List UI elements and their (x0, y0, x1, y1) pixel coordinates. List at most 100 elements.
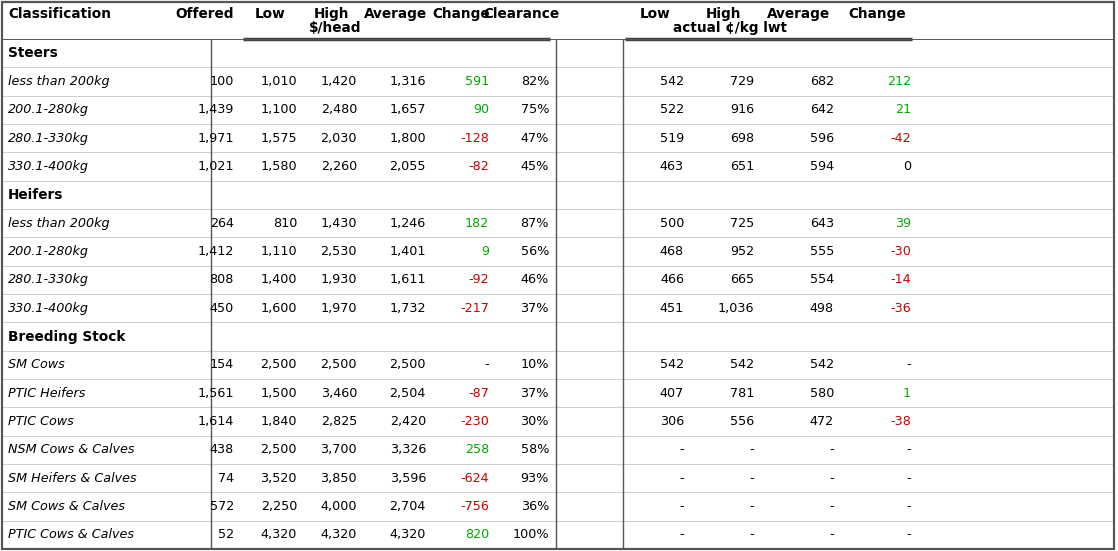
Text: 100%: 100% (512, 528, 549, 541)
Text: 39: 39 (894, 217, 911, 230)
Text: 58%: 58% (521, 444, 549, 456)
Text: 258: 258 (465, 444, 489, 456)
Text: 1,400: 1,400 (260, 273, 297, 287)
Text: -: - (907, 358, 911, 371)
Text: 572: 572 (210, 500, 234, 513)
Text: NSM Cows & Calves: NSM Cows & Calves (8, 444, 134, 456)
Text: 810: 810 (273, 217, 297, 230)
Text: 594: 594 (809, 160, 834, 173)
Text: -: - (680, 528, 684, 541)
Text: 519: 519 (660, 132, 684, 145)
Text: 2,500: 2,500 (321, 358, 357, 371)
Text: 665: 665 (730, 273, 754, 287)
Text: 580: 580 (809, 387, 834, 399)
Text: 45%: 45% (521, 160, 549, 173)
Text: -: - (749, 500, 754, 513)
Text: -38: -38 (890, 415, 911, 428)
Text: 36%: 36% (521, 500, 549, 513)
Text: -: - (830, 444, 834, 456)
Text: -: - (907, 472, 911, 485)
Text: 2,420: 2,420 (390, 415, 426, 428)
Text: -: - (830, 528, 834, 541)
Text: 1,036: 1,036 (718, 301, 754, 315)
Text: -: - (484, 358, 489, 371)
Text: 2,055: 2,055 (389, 160, 426, 173)
Text: -82: -82 (468, 160, 489, 173)
Text: Low: Low (639, 7, 671, 21)
Text: 46%: 46% (521, 273, 549, 287)
Text: 725: 725 (730, 217, 754, 230)
Text: 1: 1 (903, 387, 911, 399)
Text: Heifers: Heifers (8, 188, 64, 202)
Text: 591: 591 (465, 75, 489, 88)
Text: 522: 522 (660, 104, 684, 116)
Text: 556: 556 (730, 415, 754, 428)
Text: -: - (907, 444, 911, 456)
Text: 1,010: 1,010 (260, 75, 297, 88)
Text: actual ¢/kg lwt: actual ¢/kg lwt (673, 21, 787, 35)
Text: 498: 498 (809, 301, 834, 315)
Text: 2,500: 2,500 (389, 358, 426, 371)
Text: 682: 682 (809, 75, 834, 88)
Text: 1,657: 1,657 (389, 104, 426, 116)
Text: 450: 450 (210, 301, 234, 315)
Text: 2,530: 2,530 (321, 245, 357, 258)
Text: 56%: 56% (521, 245, 549, 258)
Text: -128: -128 (461, 132, 489, 145)
Text: -230: -230 (461, 415, 489, 428)
Text: 1,930: 1,930 (321, 273, 357, 287)
Text: 264: 264 (210, 217, 234, 230)
Text: 182: 182 (465, 217, 489, 230)
Text: 4,000: 4,000 (321, 500, 357, 513)
Text: -: - (680, 472, 684, 485)
Text: 643: 643 (809, 217, 834, 230)
Text: 47%: 47% (521, 132, 549, 145)
Text: 200.1-280kg: 200.1-280kg (8, 104, 89, 116)
Text: 1,021: 1,021 (198, 160, 234, 173)
Text: 642: 642 (811, 104, 834, 116)
Text: 3,520: 3,520 (260, 472, 297, 485)
Text: 1,412: 1,412 (198, 245, 234, 258)
Text: 820: 820 (465, 528, 489, 541)
Text: 330.1-400kg: 330.1-400kg (8, 301, 89, 315)
Text: 330.1-400kg: 330.1-400kg (8, 160, 89, 173)
Text: Change: Change (433, 7, 490, 21)
Text: PTIC Cows & Calves: PTIC Cows & Calves (8, 528, 134, 541)
Text: -: - (830, 500, 834, 513)
Text: 916: 916 (730, 104, 754, 116)
Text: -756: -756 (461, 500, 489, 513)
Text: 3,700: 3,700 (321, 444, 357, 456)
Text: 2,480: 2,480 (321, 104, 357, 116)
Text: 1,971: 1,971 (198, 132, 234, 145)
Text: 1,316: 1,316 (389, 75, 426, 88)
Text: 4,320: 4,320 (390, 528, 426, 541)
Text: -: - (907, 500, 911, 513)
Text: 1,580: 1,580 (260, 160, 297, 173)
Text: -: - (680, 500, 684, 513)
Text: 407: 407 (660, 387, 684, 399)
Text: 3,850: 3,850 (321, 472, 357, 485)
Text: 1,246: 1,246 (390, 217, 426, 230)
Text: 1,611: 1,611 (389, 273, 426, 287)
Text: -42: -42 (890, 132, 911, 145)
Text: Low: Low (255, 7, 286, 21)
Text: 2,704: 2,704 (390, 500, 426, 513)
Text: 729: 729 (730, 75, 754, 88)
Text: 154: 154 (210, 358, 234, 371)
Text: 1,561: 1,561 (198, 387, 234, 399)
Text: 1,614: 1,614 (198, 415, 234, 428)
Text: High: High (705, 7, 741, 21)
Text: 280.1-330kg: 280.1-330kg (8, 273, 89, 287)
Text: 438: 438 (210, 444, 234, 456)
Text: $/head: $/head (309, 21, 361, 35)
Text: 451: 451 (660, 301, 684, 315)
Text: 1,420: 1,420 (321, 75, 357, 88)
Text: Classification: Classification (8, 7, 111, 21)
Text: -: - (680, 444, 684, 456)
Text: 596: 596 (809, 132, 834, 145)
Text: 3,326: 3,326 (390, 444, 426, 456)
Text: Average: Average (364, 7, 427, 21)
Text: 2,504: 2,504 (390, 387, 426, 399)
Text: 1,110: 1,110 (260, 245, 297, 258)
Text: 542: 542 (809, 358, 834, 371)
